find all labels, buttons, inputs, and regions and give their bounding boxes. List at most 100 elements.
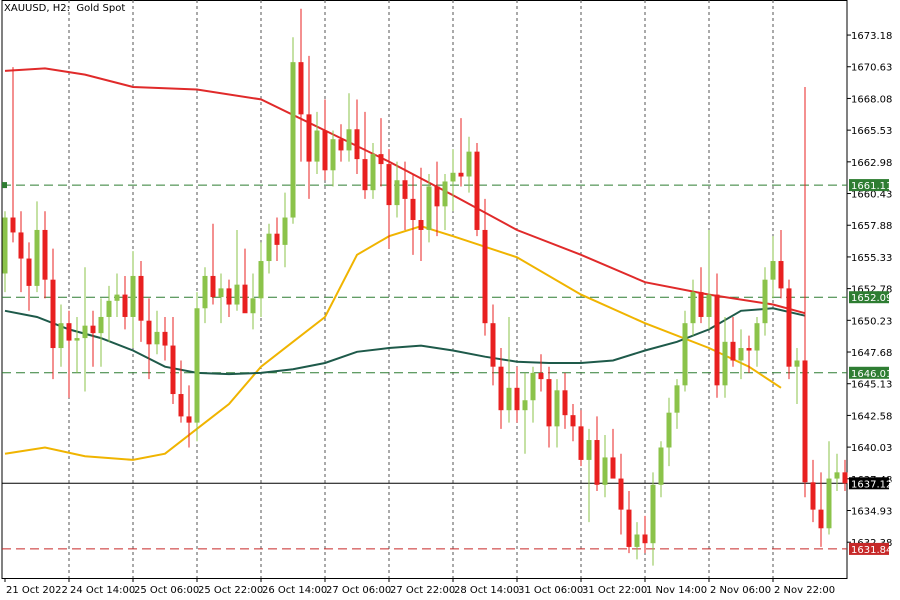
y-tick-label: 1668.08 bbox=[851, 94, 892, 105]
candle-bull bbox=[466, 151, 472, 177]
x-tick-label: 27 Oct 22:00 bbox=[390, 585, 455, 596]
candle-bull bbox=[666, 412, 672, 448]
candle-bear bbox=[170, 345, 176, 395]
price-tag-label: 1631.84 bbox=[851, 545, 892, 556]
candle-bear bbox=[594, 440, 600, 485]
price-tag bbox=[849, 477, 889, 490]
y-tick-label: 1660.43 bbox=[851, 190, 892, 201]
candle-bull bbox=[266, 233, 272, 262]
x-tick-label: 27 Oct 06:00 bbox=[326, 585, 391, 596]
candle-bull bbox=[314, 130, 320, 162]
candle-bull bbox=[58, 323, 64, 349]
candle-bull bbox=[754, 323, 760, 351]
candle-bull bbox=[218, 288, 224, 298]
candle-bear bbox=[626, 509, 632, 547]
candle-bull bbox=[650, 484, 656, 544]
plot-frame bbox=[1, 0, 848, 579]
candle-bear bbox=[610, 457, 616, 479]
candle-bull bbox=[522, 400, 528, 411]
x-tick-label: 24 Oct 14:00 bbox=[70, 585, 135, 596]
candle-bull bbox=[194, 308, 200, 423]
y-tick-label: 1665.53 bbox=[851, 126, 892, 137]
candle-bear bbox=[66, 323, 72, 341]
candle-bear bbox=[90, 325, 96, 334]
candle-bear bbox=[378, 154, 384, 165]
y-tick-label: 1647.68 bbox=[851, 348, 892, 359]
candle-bear bbox=[162, 331, 168, 346]
candle-bull bbox=[602, 457, 608, 485]
price-tag-label: 1637.12 bbox=[851, 479, 892, 490]
x-tick-label: 25 Oct 06:00 bbox=[134, 585, 199, 596]
price-tag-label: 1646.01 bbox=[851, 369, 892, 380]
candle-bear bbox=[802, 360, 808, 483]
candle-bear bbox=[298, 62, 304, 115]
candle-bear bbox=[50, 279, 56, 349]
y-tick-label: 1642.58 bbox=[851, 411, 892, 422]
candle-bull bbox=[154, 331, 160, 345]
candle-bear bbox=[562, 390, 568, 416]
candle-bear bbox=[10, 217, 16, 233]
price-tag-label: 1652.09 bbox=[851, 293, 892, 304]
moving-average-yellow bbox=[4, 225, 782, 461]
candle-bear bbox=[418, 220, 424, 230]
candle-bear bbox=[306, 114, 312, 162]
candle-bull bbox=[834, 472, 840, 479]
candle-bull bbox=[450, 172, 456, 182]
candle-bear bbox=[730, 341, 736, 361]
candle-bear bbox=[698, 292, 704, 317]
candle-bear bbox=[810, 482, 816, 510]
candle-bull bbox=[370, 154, 376, 191]
candle-bear bbox=[570, 415, 576, 427]
price-tag bbox=[849, 542, 889, 555]
x-tick-label: 1 Nov 14:00 bbox=[646, 585, 707, 596]
candle-bull bbox=[506, 387, 512, 411]
candle-bear bbox=[386, 164, 392, 206]
candle-bull bbox=[530, 372, 536, 401]
candle-bear bbox=[818, 509, 824, 529]
candle-bear bbox=[546, 379, 552, 427]
candle-bear bbox=[178, 394, 184, 417]
candle-bull bbox=[330, 139, 336, 171]
candle-bull bbox=[34, 229, 40, 286]
candle-bull bbox=[722, 341, 728, 386]
candle-bear bbox=[786, 288, 792, 367]
candle-bear bbox=[434, 186, 440, 207]
y-tick-label: 1657.88 bbox=[851, 221, 892, 232]
level-marker bbox=[2, 182, 7, 189]
x-tick-label: 21 Oct 2022 bbox=[6, 585, 68, 596]
candle-bull bbox=[682, 323, 688, 386]
candle-bear bbox=[402, 180, 408, 199]
candle-bear bbox=[538, 372, 544, 380]
candle-bull bbox=[82, 325, 88, 339]
candle-bear bbox=[18, 232, 24, 259]
x-tick-label: 31 Oct 22:00 bbox=[582, 585, 647, 596]
candle-bull bbox=[826, 478, 832, 529]
y-tick-label: 1662.98 bbox=[851, 158, 892, 169]
chart-title: XAUUSD, H2: Gold Spot bbox=[4, 3, 126, 14]
candle-bull bbox=[250, 298, 256, 314]
candle-bear bbox=[474, 151, 480, 230]
candle-bear bbox=[274, 233, 280, 245]
candle-bull bbox=[762, 279, 768, 324]
candle-bear bbox=[642, 534, 648, 544]
candle-bull bbox=[2, 217, 8, 274]
candle-bear bbox=[778, 261, 784, 289]
candle-bull bbox=[634, 534, 640, 547]
candle-bear bbox=[714, 294, 720, 386]
price-tag bbox=[849, 291, 889, 304]
candle-bull bbox=[586, 440, 592, 460]
candle-bear bbox=[618, 478, 624, 510]
candle-bull bbox=[346, 129, 352, 151]
x-tick-label: 2 Nov 22:00 bbox=[774, 585, 835, 596]
candle-bull bbox=[202, 275, 208, 309]
candle-bear bbox=[458, 172, 464, 177]
candle-bull bbox=[282, 217, 288, 245]
y-tick-label: 1640.03 bbox=[851, 443, 892, 454]
candle-bull bbox=[738, 348, 744, 361]
y-tick-label: 1650.23 bbox=[851, 316, 892, 327]
candle-bull bbox=[234, 284, 240, 305]
candle-bull bbox=[290, 62, 296, 218]
candle-bear bbox=[338, 139, 344, 151]
